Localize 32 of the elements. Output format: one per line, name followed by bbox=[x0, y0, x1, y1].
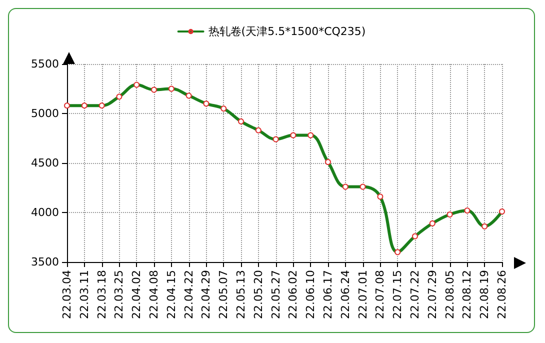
x-tick-label: 22.05.07 bbox=[217, 270, 230, 319]
x-tick-label: 22.07.01 bbox=[356, 270, 370, 319]
x-tick-label: 22.07.22 bbox=[408, 270, 422, 319]
y-tick-label: 5500 bbox=[31, 58, 59, 70]
x-tick-label: 22.03.04 bbox=[60, 270, 74, 319]
x-tick-label: 22.03.25 bbox=[112, 270, 126, 319]
x-tick-label: 22.08.05 bbox=[443, 270, 456, 319]
y-tick-label: 3500 bbox=[31, 256, 59, 268]
x-tick-label: 22.08.19 bbox=[478, 270, 492, 319]
y-tick-label: 4500 bbox=[31, 156, 59, 170]
x-tick-label: 22.03.11 bbox=[78, 270, 91, 319]
x-tick-label: 22.07.29 bbox=[426, 270, 439, 319]
y-tick-label: 5000 bbox=[31, 107, 59, 120]
legend-label: 热轧卷(天津5.5*1500*CQ235) bbox=[208, 25, 366, 38]
x-tick-label: 22.05.13 bbox=[234, 270, 248, 319]
y-tick-label: 4000 bbox=[31, 206, 59, 219]
x-tick-label: 22.06.10 bbox=[304, 270, 318, 319]
x-tick-label: 22.05.20 bbox=[252, 270, 265, 319]
x-tick-label: 22.04.15 bbox=[164, 270, 178, 319]
x-tick-label: 22.08.12 bbox=[460, 270, 474, 319]
x-tick-label: 22.03.18 bbox=[95, 270, 108, 319]
x-tick-label: 22.04.08 bbox=[148, 270, 160, 319]
x-tick-label: 22.08.26 bbox=[496, 270, 508, 319]
x-tick-label: 22.07.15 bbox=[391, 270, 404, 319]
x-tick-label: 22.06.17 bbox=[322, 270, 334, 319]
x-tick-label: 22.05.27 bbox=[269, 270, 282, 319]
x-tick-label: 22.06.02 bbox=[286, 270, 300, 319]
x-tick-label: 22.06.24 bbox=[338, 270, 352, 319]
x-tick-label: 22.04.02 bbox=[130, 270, 144, 319]
x-tick-label: 22.04.22 bbox=[182, 270, 196, 319]
x-tick-label: 22.07.08 bbox=[374, 270, 387, 319]
x-tick-label: 22.04.29 bbox=[200, 270, 213, 319]
